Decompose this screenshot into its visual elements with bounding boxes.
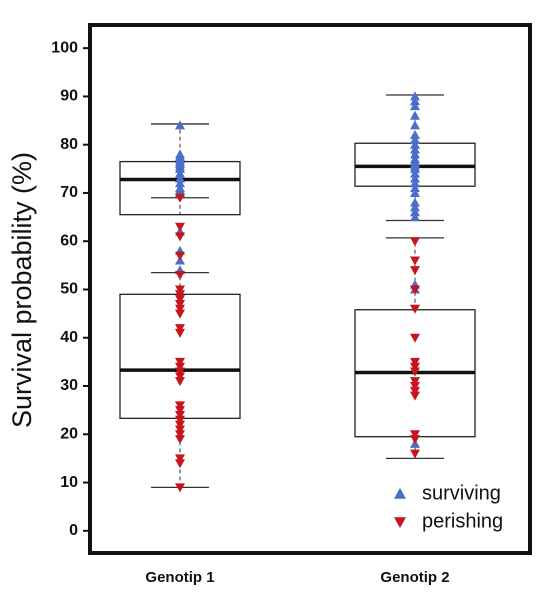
data-point [410,304,420,314]
y-tick-label: 10 [60,474,78,491]
data-point [175,120,185,130]
data-point [175,163,185,173]
data-point [175,328,185,338]
data-point [410,197,420,207]
data-point [175,483,185,493]
data-point [175,372,185,382]
data-point [175,406,185,416]
data-point [410,435,420,445]
data-point [175,299,185,309]
y-tick-label: 0 [69,522,78,539]
data-point [410,430,420,440]
data-point [410,377,420,387]
data-point [410,187,420,197]
data-point [410,91,420,101]
y-tick-label: 30 [60,377,78,394]
y-tick-label: 100 [51,39,78,56]
data-point [175,324,185,334]
data-point [410,362,420,372]
data-point [175,290,185,300]
data-point [410,110,420,120]
data-point [175,362,185,372]
data-point [175,193,185,203]
data-point [410,391,420,401]
data-point [410,357,420,367]
legend-marker [394,517,406,528]
data-point [175,222,185,232]
y-tick-label: 20 [60,425,78,442]
data-point [175,232,185,242]
data-point [175,415,185,425]
data-point [175,271,185,281]
data-point [175,168,185,178]
data-point [410,285,420,295]
data-point [410,134,420,144]
data-point [410,163,420,173]
data-point [410,382,420,392]
data-point [175,459,185,469]
y-axis-label: Survival probability (%) [7,152,37,428]
data-point [410,256,420,266]
data-point [175,430,185,440]
data-point [410,386,420,396]
data-point [175,251,185,261]
y-tick-label: 60 [60,232,78,249]
x-tick-label: Genotip 2 [380,569,449,586]
data-point [175,173,185,183]
x-tick-label: Genotip 1 [145,569,214,586]
plot-frame [88,23,532,555]
legend-marker [394,488,406,499]
data-point [175,435,185,445]
data-point [175,410,185,420]
data-point [410,96,420,106]
data-point [410,202,420,212]
data-point [175,401,185,411]
data-point [410,173,420,183]
data-point [410,207,420,217]
data-point [175,420,185,430]
y-tick-label: 40 [60,329,78,346]
data-point [410,101,420,111]
data-point [410,212,420,222]
data-point [410,367,420,377]
data-point [175,377,185,387]
y-tick-label: 50 [60,281,78,298]
data-point [175,178,185,188]
data-point [410,120,420,130]
data-point [410,130,420,140]
data-point [410,149,420,159]
legend-label: perishing [422,510,503,532]
data-point [175,309,185,319]
data-point [410,139,420,149]
data-point [410,266,420,276]
data-point [175,367,185,377]
data-point [175,304,185,314]
data-point [175,454,185,464]
data-point [410,144,420,154]
data-point [410,178,420,188]
data-point [410,449,420,459]
y-tick-label: 80 [60,136,78,153]
legend-label: surviving [422,482,501,504]
data-point [175,285,185,295]
data-point [175,357,185,367]
data-point [410,237,420,247]
data-point [410,183,420,193]
y-tick-label: 70 [60,184,78,201]
data-point [175,425,185,435]
data-point [175,295,185,305]
data-point [410,333,420,343]
y-tick-label: 90 [60,88,78,105]
data-point [410,168,420,178]
